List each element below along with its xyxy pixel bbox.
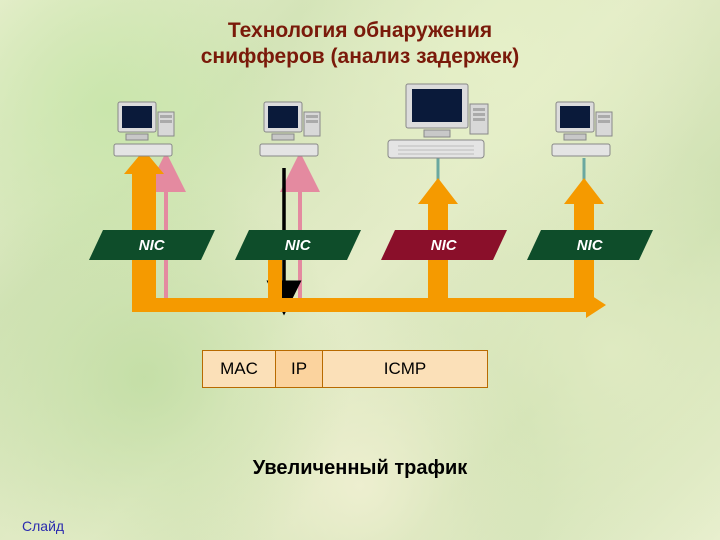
nic-label: NIC	[577, 237, 603, 254]
nic-label: NIC	[139, 237, 165, 254]
packet-cell-mac: MAC	[203, 351, 276, 387]
computer-icon	[550, 98, 622, 162]
nic-card: NIC	[235, 230, 361, 260]
computer-icon	[112, 98, 184, 162]
nic-label: NIC	[285, 237, 311, 254]
packet-box: MAC IP ICMP	[202, 350, 488, 388]
computer-icon-large	[384, 82, 494, 164]
nic-label: NIC	[431, 237, 457, 254]
slide-number: Слайд	[22, 518, 64, 534]
nic-card: NIC	[381, 230, 507, 260]
subtitle: Увеличенный трафик	[0, 457, 720, 480]
packet-cell-icmp: ICMP	[323, 351, 487, 387]
packet-cell-ip: IP	[276, 351, 323, 387]
page-title: Технология обнаружения снифферов (анализ…	[0, 18, 720, 71]
nic-card: NIC	[527, 230, 653, 260]
nic-card: NIC	[89, 230, 215, 260]
computer-icon	[258, 98, 330, 162]
title-line-1: Технология обнаружения	[228, 19, 492, 42]
diagram-stage: NIC NIC NIC NIC MAC IP ICMP	[0, 80, 720, 440]
title-line-2: снифферов (анализ задержек)	[201, 45, 520, 68]
